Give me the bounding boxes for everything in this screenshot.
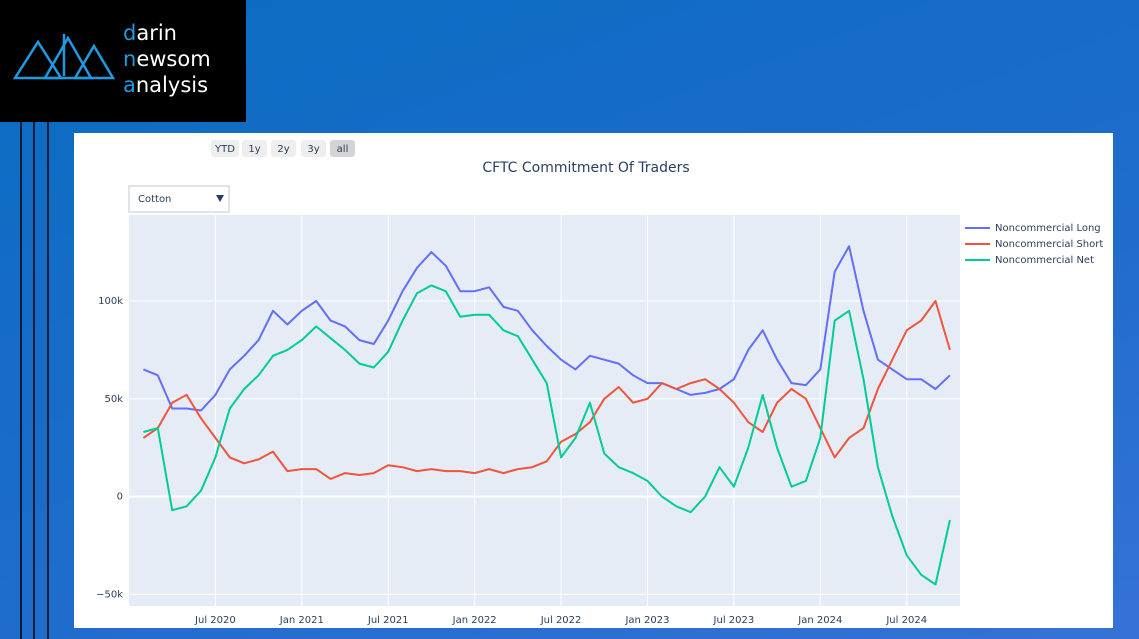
range-button[interactable] [211, 140, 239, 157]
legend-label[interactable]: Noncommercial Net [995, 255, 1094, 266]
x-tick-label: Jan 2021 [279, 615, 324, 626]
stripe [20, 122, 22, 639]
chart-panel: CFTC Commitment Of Traders Cotton −50k 0 5… [74, 133, 1113, 628]
y-tick-label: 0 [117, 492, 123, 503]
legend-label[interactable]: Noncommercial Short [995, 239, 1103, 250]
x-tick-label: Jan 2023 [624, 615, 669, 626]
logo-word: newsom [123, 47, 211, 71]
stripe [47, 122, 49, 639]
x-tick-label: Jul 2023 [713, 615, 755, 626]
x-tick-label: Jul 2020 [194, 615, 236, 626]
range-button-label[interactable]: 1y [248, 144, 260, 155]
legend-label[interactable]: Noncommercial Long [995, 223, 1101, 234]
range-button[interactable] [301, 140, 326, 157]
logo-mark [12, 34, 116, 80]
range-button-label[interactable]: 2y [277, 144, 289, 155]
logo: darin newsom analysis [0, 0, 246, 122]
dropdown-arrow[interactable] [216, 195, 224, 202]
range-button[interactable] [330, 140, 355, 157]
plot-area [129, 215, 960, 606]
series-line [142, 300, 951, 480]
range-button-label[interactable]: YTD [214, 144, 235, 155]
range-button[interactable] [242, 140, 267, 157]
chart-title: CFTC Commitment Of Traders [482, 160, 689, 176]
x-tick-label: Jan 2022 [452, 615, 497, 626]
logo-word: analysis [123, 73, 209, 97]
chart: CFTC Commitment Of Traders Cotton −50k 0 5… [96, 140, 1103, 626]
stripe [33, 122, 35, 639]
x-tick-label: Jul 2022 [540, 615, 582, 626]
y-tick-label: 100k [98, 296, 123, 307]
series-line [143, 245, 951, 412]
x-tick-label: Jan 2024 [797, 615, 842, 626]
range-button[interactable] [271, 140, 296, 157]
x-tick-label: Jul 2024 [885, 615, 927, 626]
dropdown-label[interactable]: Cotton [138, 194, 171, 205]
dropdown[interactable]: Cotton [128, 185, 230, 213]
x-tick-label: Jul 2021 [367, 615, 409, 626]
range-button-label[interactable]: all [337, 144, 349, 155]
dropdown-box[interactable] [128, 185, 230, 213]
y-tick-label: 50k [104, 394, 123, 405]
y-tick-label: −50k [96, 589, 123, 600]
range-button-label[interactable]: 3y [307, 144, 319, 155]
series-line [143, 284, 951, 586]
logo-word: darin [123, 21, 177, 45]
